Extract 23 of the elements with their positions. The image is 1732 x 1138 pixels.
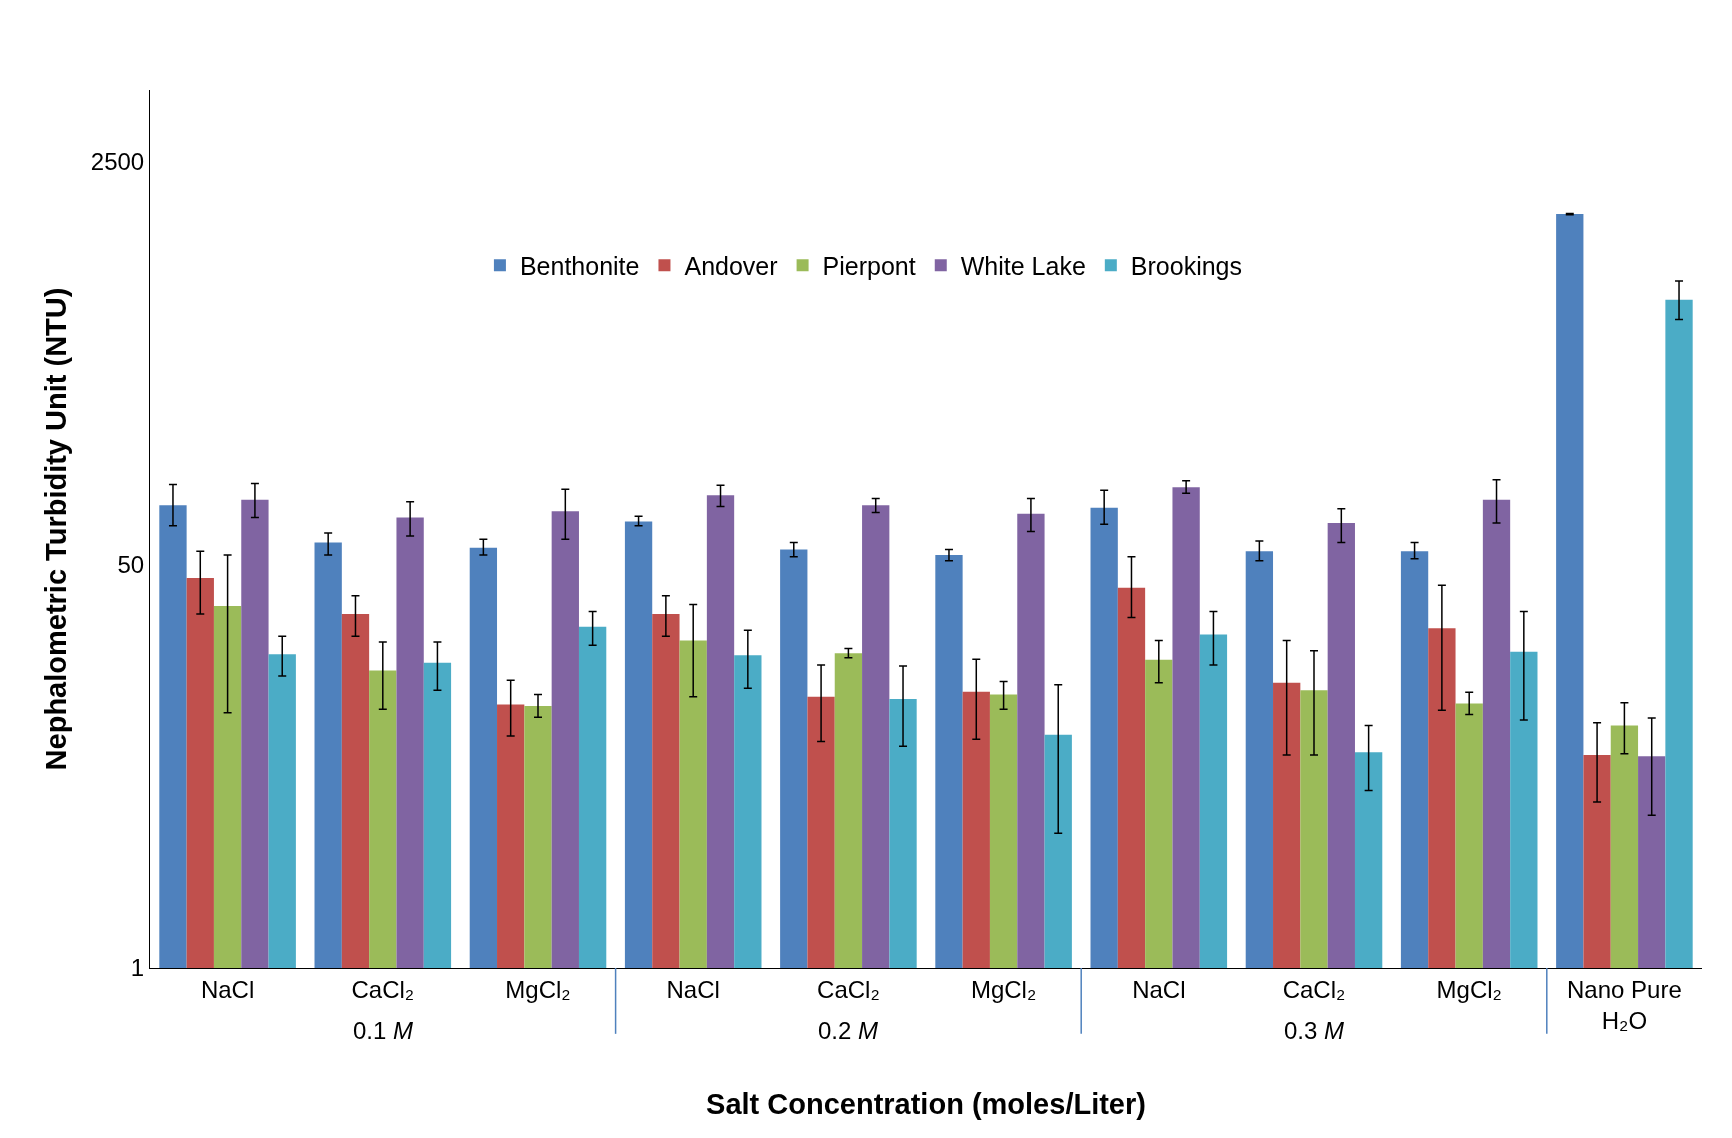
y-tick-label: 1 [130, 954, 145, 982]
text: 0.1 M [353, 1017, 414, 1044]
x-tick-label: CaCl₂ [1282, 975, 1346, 1003]
x-tick-label: Nano Pure H₂O [1567, 975, 1682, 1034]
x-tick-label: NaCl [666, 975, 720, 1003]
legend-label: Benthonite [519, 252, 640, 281]
x-axis-title: Salt Concentration (moles/Liter) [706, 1087, 1146, 1120]
legend-label: Andover [684, 252, 778, 281]
x-tick-label: MgCl₂ [970, 975, 1037, 1003]
y-tick-label: 50 [117, 551, 145, 579]
y-tick-label: 2500 [90, 147, 145, 175]
legend-label: Pierpont [822, 252, 916, 281]
y-axis-title: Nephalometric Turbidity Unit (NTU) [40, 287, 73, 771]
x-tick-label: MgCl₂ [505, 975, 571, 1003]
legend-label: Brookings [1130, 252, 1242, 281]
x-tick-label: NaCl [200, 975, 255, 1003]
x-tick-label: NaCl [1132, 975, 1186, 1003]
legend-label: White Lake [960, 252, 1086, 281]
x-tick-label: MgCl₂ [1436, 975, 1502, 1003]
x-tick-label: CaCl₂ [817, 975, 880, 1003]
x-tick-label: CaCl₂ [351, 975, 415, 1003]
text: 0.2 M [818, 1017, 879, 1044]
text: 0.3 M [1284, 1017, 1345, 1044]
